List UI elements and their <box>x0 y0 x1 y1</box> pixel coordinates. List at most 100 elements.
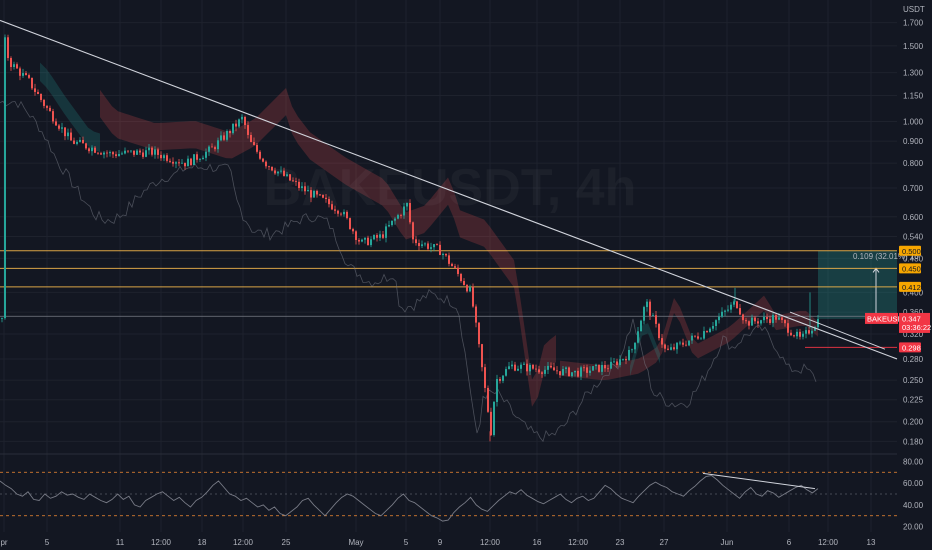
candle <box>595 363 597 370</box>
candle <box>730 302 732 313</box>
candle <box>355 230 357 245</box>
candle <box>259 150 261 160</box>
candle <box>808 327 810 335</box>
candle <box>508 361 510 370</box>
candle-body <box>46 105 48 108</box>
rsi-pane[interactable] <box>0 471 897 522</box>
candle-body <box>343 211 345 215</box>
candle-body <box>460 273 462 282</box>
candle <box>463 278 465 286</box>
candle-body <box>433 244 435 248</box>
candle <box>160 151 162 161</box>
candle-body <box>175 162 177 164</box>
candle <box>337 209 339 217</box>
candle-body <box>286 174 288 176</box>
candle-body <box>640 320 642 332</box>
candle-body <box>784 319 786 324</box>
price-tick: 0.280 <box>903 355 924 364</box>
candle-body <box>547 365 549 370</box>
candle-body <box>64 127 66 137</box>
candle-body <box>466 284 468 292</box>
candle-body <box>673 347 675 350</box>
candle-body <box>304 186 306 192</box>
main-trendline <box>0 19 898 360</box>
cloud-band <box>630 323 660 377</box>
candle-body <box>619 359 621 366</box>
candle <box>406 202 408 211</box>
time-tick: 9 <box>438 538 443 547</box>
candle-body <box>52 111 54 122</box>
price-tick: 0.360 <box>903 308 924 317</box>
trendlines[interactable] <box>0 19 898 360</box>
candle-body <box>391 220 393 226</box>
candle-body <box>529 364 531 372</box>
candle <box>181 158 183 164</box>
candle <box>550 362 552 369</box>
candle-body <box>157 149 159 155</box>
candle <box>130 150 132 153</box>
candle-body <box>706 331 708 333</box>
candle-body <box>22 73 24 76</box>
candle-body <box>136 150 138 155</box>
candle <box>313 189 315 198</box>
candle-body <box>85 143 87 149</box>
candle-body <box>631 349 633 351</box>
candle <box>28 73 30 79</box>
candle-body <box>538 369 540 373</box>
candle <box>253 137 255 146</box>
candle <box>475 304 477 328</box>
candle-body <box>805 330 807 334</box>
candle-body <box>565 367 567 369</box>
candle-body <box>757 321 759 324</box>
candle-body <box>430 247 432 249</box>
candle <box>739 303 741 316</box>
candle <box>754 315 756 325</box>
candle <box>496 374 498 407</box>
candle <box>439 241 441 256</box>
candle <box>460 272 462 283</box>
candle-body <box>316 190 318 195</box>
candle-body <box>295 181 297 182</box>
candle <box>367 235 369 246</box>
price-tick: 1.500 <box>903 42 924 51</box>
candle <box>289 174 291 181</box>
candle <box>235 119 237 132</box>
candle <box>325 193 327 203</box>
candle <box>763 312 765 324</box>
candle-body <box>712 325 714 329</box>
candle <box>121 151 123 156</box>
rsi-tick: 20.00 <box>903 523 924 532</box>
candle-body <box>571 372 573 377</box>
candle-body <box>256 144 258 152</box>
candle <box>226 129 228 142</box>
candles[interactable] <box>1 34 819 442</box>
time-tick: 6 <box>787 538 792 547</box>
level-tag: 0.412 <box>899 281 921 292</box>
candle-body <box>811 330 813 334</box>
horizontal-levels[interactable] <box>0 250 897 348</box>
candle <box>547 361 549 375</box>
candle-body <box>163 155 165 159</box>
candle-body <box>616 361 618 366</box>
rsi-tick: 40.00 <box>903 501 924 510</box>
candle-body <box>349 218 351 229</box>
candle <box>733 299 735 308</box>
candle <box>436 243 438 246</box>
candle-body <box>406 202 408 207</box>
candle-body <box>658 323 660 339</box>
candle-body <box>61 127 63 129</box>
candle <box>205 148 207 162</box>
candle-body <box>409 202 411 223</box>
candle <box>67 128 69 140</box>
candle <box>349 217 351 230</box>
cloud-band <box>560 295 818 381</box>
candle-body <box>655 315 657 324</box>
candle-body <box>160 154 162 159</box>
candle-body <box>331 204 333 210</box>
time-tick: pr <box>0 538 7 547</box>
time-tick: 12:00 <box>818 538 839 547</box>
candle <box>148 143 150 155</box>
candle-body <box>310 190 312 198</box>
long-position-tool[interactable]: 0.109 (32.01%) 10 <box>818 250 919 319</box>
